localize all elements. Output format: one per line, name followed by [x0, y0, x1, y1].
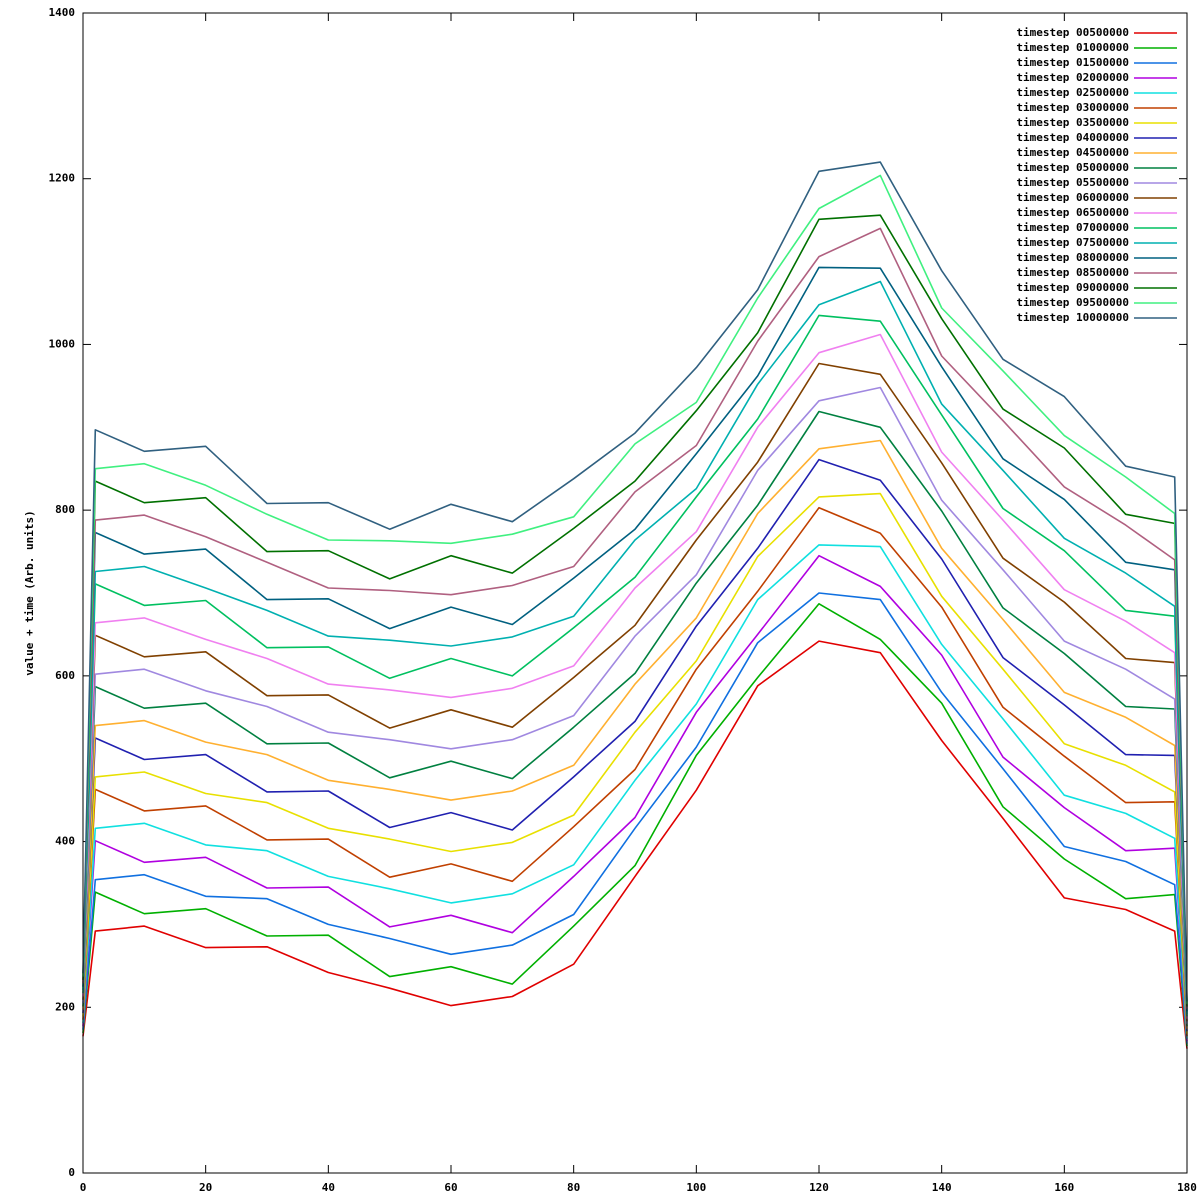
- y-tick-label: 1000: [49, 337, 76, 350]
- legend-label: timestep 09000000: [1016, 281, 1129, 294]
- legend-label: timestep 08500000: [1016, 266, 1129, 279]
- legend-label: timestep 04500000: [1016, 146, 1129, 159]
- y-tick-label: 200: [55, 1000, 75, 1013]
- series-line: [82, 640, 1188, 1049]
- series-line: [82, 227, 1188, 1009]
- x-tick-label: 60: [444, 1181, 457, 1194]
- legend-label: timestep 02500000: [1016, 86, 1129, 99]
- legend-label: timestep 01500000: [1016, 56, 1129, 69]
- series-line: [82, 592, 1188, 1044]
- x-tick-label: 140: [932, 1181, 952, 1194]
- y-axis-label: value + time (Arb. units): [23, 510, 36, 676]
- series-line: [82, 603, 1188, 1047]
- x-tick-label: 80: [567, 1181, 580, 1194]
- legend-label: timestep 02000000: [1016, 71, 1129, 84]
- legend-label: timestep 06500000: [1016, 206, 1129, 219]
- series-line: [82, 314, 1188, 1017]
- series-line: [82, 266, 1188, 1012]
- series-line: [82, 458, 1188, 1032]
- x-tick-label: 180: [1177, 1181, 1197, 1194]
- series-line: [82, 161, 1188, 1002]
- series-line: [82, 410, 1188, 1027]
- x-tick-label: 0: [80, 1181, 87, 1194]
- y-tick-label: 800: [55, 503, 75, 516]
- series-line: [82, 214, 1188, 1007]
- legend-label: timestep 00500000: [1016, 26, 1129, 39]
- x-tick-label: 40: [322, 1181, 335, 1194]
- y-tick-label: 1200: [49, 172, 76, 185]
- legend-label: timestep 08000000: [1016, 251, 1129, 264]
- y-tick-label: 1400: [49, 6, 76, 19]
- series-line: [82, 492, 1188, 1034]
- series-line: [82, 544, 1188, 1039]
- series-line: [82, 506, 1188, 1037]
- x-tick-label: 120: [809, 1181, 829, 1194]
- x-tick-label: 160: [1054, 1181, 1074, 1194]
- y-tick-label: 400: [55, 835, 75, 848]
- legend-label: timestep 05000000: [1016, 161, 1129, 174]
- legend-label: timestep 07000000: [1016, 221, 1129, 234]
- series-line: [82, 439, 1188, 1029]
- legend-label: timestep 01000000: [1016, 41, 1129, 54]
- legend-label: timestep 06000000: [1016, 191, 1129, 204]
- series-line: [82, 386, 1188, 1024]
- legend-label: timestep 04000000: [1016, 131, 1129, 144]
- legend-label: timestep 07500000: [1016, 236, 1129, 249]
- x-tick-label: 20: [199, 1181, 212, 1194]
- series-line: [82, 174, 1188, 1005]
- plot-frame: [82, 12, 1188, 1174]
- legend-label: timestep 09500000: [1016, 296, 1129, 309]
- series-line: [82, 333, 1188, 1019]
- series-line: [82, 554, 1188, 1042]
- legend-label: timestep 10000000: [1016, 311, 1129, 324]
- legend-label: timestep 03000000: [1016, 101, 1129, 114]
- series-line: [82, 362, 1188, 1022]
- y-tick-label: 0: [68, 1166, 75, 1179]
- legend-label: timestep 05500000: [1016, 176, 1129, 189]
- series-line: [82, 280, 1188, 1014]
- y-tick-label: 600: [55, 669, 75, 682]
- legend-label: timestep 03500000: [1016, 116, 1129, 129]
- x-tick-label: 100: [686, 1181, 706, 1194]
